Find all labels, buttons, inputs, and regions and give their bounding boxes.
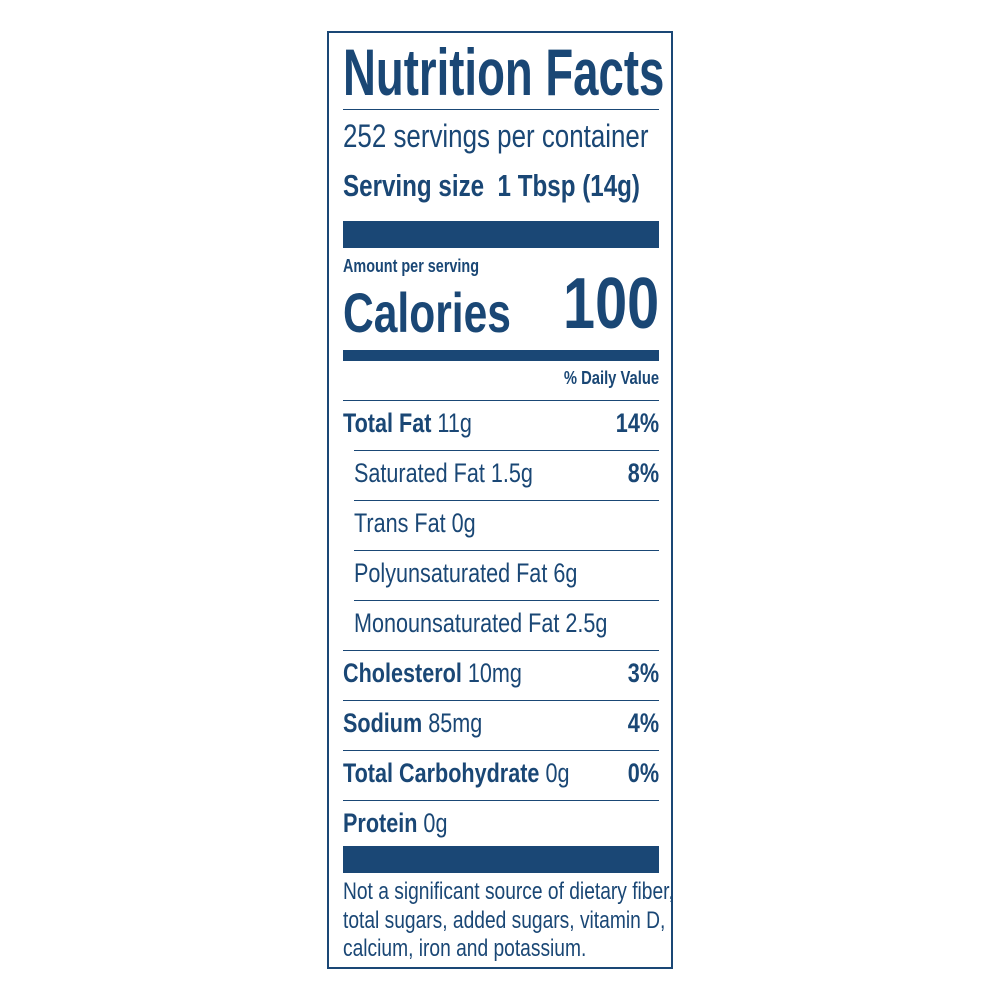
nutrient-name: Cholesterol	[343, 658, 462, 688]
nutrient-name: Trans Fat 0g	[354, 508, 476, 538]
serving-size-value: 1 Tbsp (14g)	[497, 168, 640, 203]
nutrition-facts-label: Nutrition Facts 252 servings per contain…	[327, 31, 674, 969]
nutrient-name: Saturated Fat 1.5g	[354, 458, 533, 488]
divider	[343, 109, 659, 110]
footnote-line: Not a significant source of dietary fibe…	[343, 878, 674, 905]
nutrient-row: Total Fat 11g	[343, 410, 472, 437]
nutrient-row: Total Carbohydrate 0g	[343, 760, 569, 787]
serving-size: Serving size 1 Tbsp (14g)	[343, 170, 640, 201]
nutrient-name: Total Fat	[343, 408, 432, 438]
nutrient-name: Monounsaturated Fat 2.5g	[354, 608, 608, 638]
divider	[354, 500, 659, 501]
nutrient-amount: 10mg	[467, 658, 522, 688]
divider	[343, 800, 659, 801]
nutrient-row: Polyunsaturated Fat 6g	[354, 560, 577, 587]
calories-value: 100	[562, 264, 659, 344]
divider	[354, 550, 659, 551]
divider	[354, 450, 659, 451]
footnote-line: calcium, iron and potassium.	[343, 935, 587, 962]
amount-per-serving: Amount per serving	[343, 256, 480, 276]
thick-bar	[343, 846, 659, 873]
servings-per-container: 252 servings per container	[343, 118, 649, 154]
nutrient-daily-value: 14%	[615, 408, 659, 438]
nutrient-amount: 11g	[437, 408, 472, 438]
nutrient-row: Trans Fat 0g	[354, 510, 476, 537]
nutrient-daily-value: 8%	[627, 458, 659, 488]
nutrient-row: Saturated Fat 1.5g	[354, 460, 533, 487]
nutrient-row: Cholesterol 10mg	[343, 660, 522, 687]
serving-size-label: Serving size	[343, 168, 485, 203]
nutrient-daily-value: 3%	[627, 658, 659, 688]
nutrient-name: Protein	[343, 808, 418, 838]
divider	[343, 700, 659, 701]
label-title: Nutrition Facts	[343, 35, 665, 109]
nutrient-daily-value: 0%	[627, 758, 659, 788]
nutrient-row: Sodium 85mg	[343, 710, 482, 737]
nutrient-daily-value: 4%	[627, 708, 659, 738]
nutrient-name: Sodium	[343, 708, 423, 738]
footnote-line: total sugars, added sugars, vitamin D,	[343, 907, 666, 934]
divider	[343, 650, 659, 651]
nutrient-row: Monounsaturated Fat 2.5g	[354, 610, 607, 637]
nutrient-amount: 0g	[423, 808, 448, 838]
medium-bar	[343, 350, 659, 361]
nutrient-amount: 0g	[545, 758, 570, 788]
divider	[354, 600, 659, 601]
calories-label: Calories	[343, 281, 511, 344]
nutrient-name: Total Carbohydrate	[343, 758, 540, 788]
nutrient-name: Polyunsaturated Fat 6g	[354, 558, 578, 588]
nutrient-amount: 85mg	[428, 708, 483, 738]
divider	[343, 750, 659, 751]
nutrient-row: Protein 0g	[343, 810, 447, 837]
daily-value-header: % Daily Value	[563, 368, 659, 388]
thick-bar	[343, 221, 659, 248]
divider	[343, 400, 659, 401]
